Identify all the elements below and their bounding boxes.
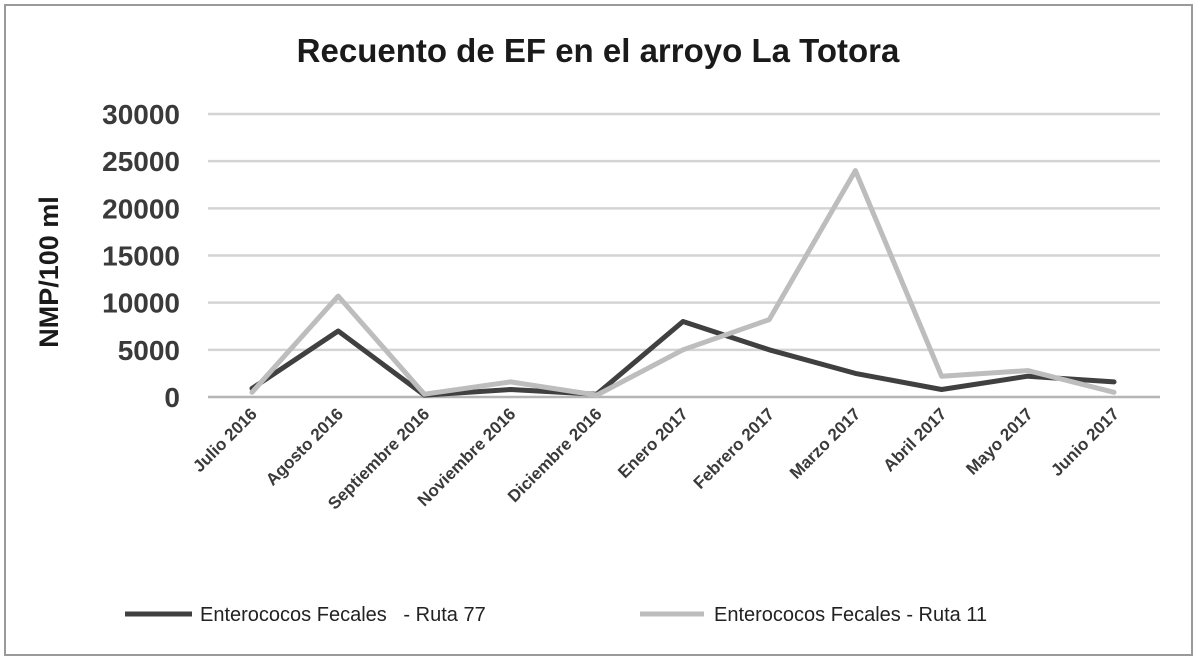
legend-label: Enterococos Fecales - Ruta 77	[200, 604, 486, 626]
chart-frame	[4, 4, 1193, 656]
x-tick-label: Junio 2017	[1047, 404, 1123, 480]
y-axis-label: NMP/100 ml	[34, 196, 64, 348]
legend-label: Enterococos Fecales - Ruta 11	[714, 604, 987, 626]
x-tick-label: Enero 2017	[614, 404, 692, 482]
x-tick-label: Marzo 2017	[786, 404, 864, 482]
chart-title: Recuento de EF en el arroyo La Totora	[297, 32, 900, 69]
y-axis-ticks: 0 5000 10000 15000 20000 25000 30000	[102, 99, 180, 413]
y-tick-label: 10000	[102, 288, 180, 319]
y-tick-label: 25000	[102, 146, 180, 177]
y-tick-label: 5000	[118, 335, 180, 366]
x-tick-label: Mayo 2017	[962, 404, 1036, 478]
series-line	[249, 168, 1117, 398]
legend: Enterococos Fecales - Ruta 77 Enterococos…	[125, 604, 987, 626]
y-tick-label: 30000	[102, 99, 180, 130]
y-tick-label: 0	[164, 382, 180, 413]
series-lines	[249, 168, 1117, 398]
x-tick-label: Febrero 2017	[690, 404, 778, 492]
x-tick-label: Julio 2016	[189, 404, 261, 476]
x-tick-label: Diciembre 2016	[504, 404, 606, 506]
series-line	[249, 319, 1117, 398]
y-tick-label: 20000	[102, 193, 180, 224]
gridlines	[208, 112, 1160, 399]
x-tick-label: Abril 2017	[880, 404, 951, 475]
y-tick-label: 15000	[102, 241, 180, 272]
x-tick-label: Agosto 2016	[262, 404, 347, 489]
